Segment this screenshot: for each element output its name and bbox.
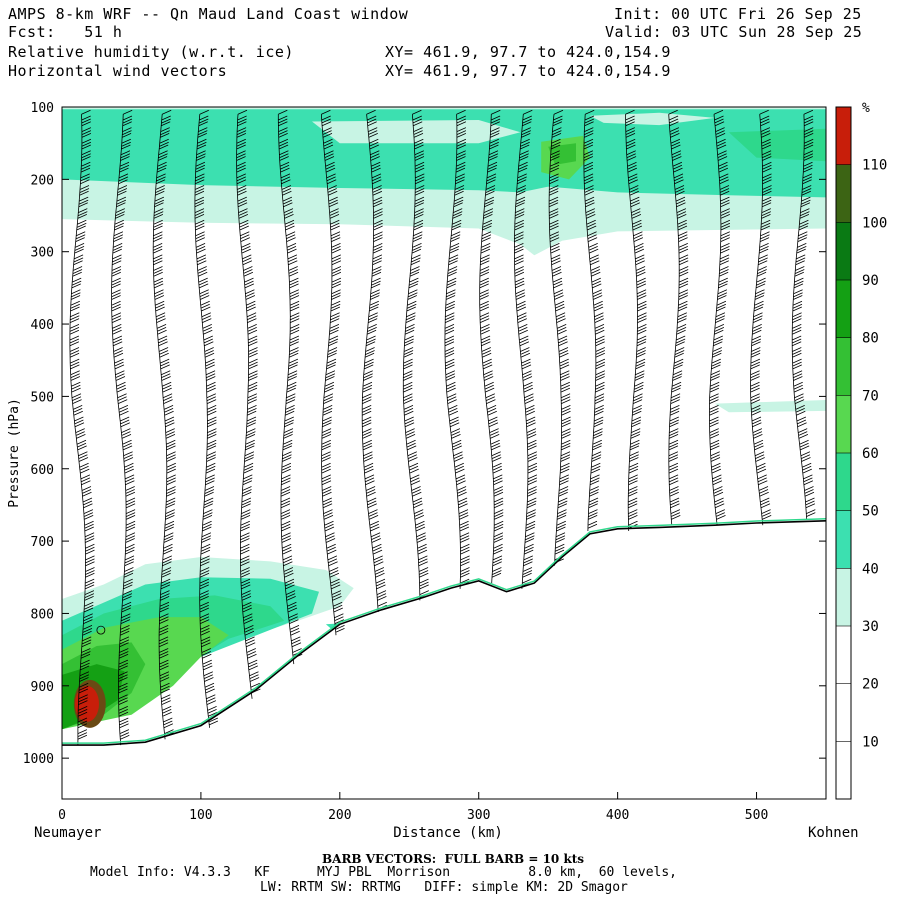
y-tick-label: 400 <box>31 318 54 333</box>
wind-barb-column <box>444 109 470 589</box>
x-tick-label: 300 <box>467 808 490 823</box>
y-tick-label: 200 <box>31 173 54 188</box>
x-tick-label: 400 <box>606 808 629 823</box>
wind-barb-column <box>583 109 606 532</box>
barb-legend: BARB VECTORS: FULL BARB = 10 kts <box>322 852 585 866</box>
wind-barb-column <box>548 109 571 566</box>
y-tick-label: 800 <box>31 607 54 622</box>
colorbar-box <box>836 395 851 453</box>
colorbar-label: 90 <box>862 273 879 289</box>
wind-barb-column <box>152 109 176 740</box>
colorbar-label: 80 <box>862 331 879 347</box>
humidity-shading <box>62 107 826 795</box>
wind-barb-column <box>514 109 538 589</box>
x-axis-label: Distance (km) <box>393 825 503 841</box>
colorbar-box <box>836 337 851 396</box>
right-location-label: Kohnen <box>808 825 859 841</box>
y-tick-label: 1000 <box>23 752 54 767</box>
y-tick-label: 700 <box>31 535 54 550</box>
rh-upper-70 <box>548 143 576 165</box>
model-info-line2: LW: RRTM SW: RRTMG DIFF: simple KM: 2D S… <box>260 880 628 895</box>
colorbar-box <box>836 568 851 626</box>
rh-upper-50 <box>728 128 826 162</box>
calm-wind-marker <box>96 625 106 635</box>
wind-barb-column <box>236 109 261 699</box>
terrain-mask <box>62 520 826 795</box>
model-info-line1: Model Info: V4.3.3 KF MYJ PBL Morrison 8… <box>90 865 677 880</box>
wind-barb-column <box>321 109 345 636</box>
x-tick-label: 200 <box>328 808 351 823</box>
forecast-hour: Fcst: 51 h <box>8 23 123 41</box>
y-tick-label: 900 <box>31 680 54 695</box>
wind-barb-column <box>361 109 387 613</box>
colorbar-box <box>836 280 851 338</box>
terrain-line <box>62 520 827 746</box>
field-label-rh: Relative humidity (w.r.t. ice) <box>8 43 294 61</box>
colorbar-label: 20 <box>862 677 879 693</box>
y-axis-label: Pressure (hPa) <box>7 398 22 508</box>
wind-barb-column <box>277 109 303 665</box>
colorbar-label: 50 <box>862 504 879 520</box>
colorbar-label: 40 <box>862 561 879 577</box>
wind-barb-column <box>194 109 219 728</box>
rh-upper-30c <box>589 112 715 126</box>
colorbar-box <box>836 107 851 165</box>
x-tick-label: 100 <box>189 808 212 823</box>
wind-barb-column <box>709 109 731 526</box>
field-label-wind: Horizontal wind vectors <box>8 62 228 80</box>
xy-coords-2: XY= 461.9, 97.7 to 424.0,154.9 <box>385 62 671 80</box>
colorbar-label: 100 <box>862 215 887 231</box>
colorbar-box <box>836 164 851 223</box>
valid-time: Valid: 03 UTC Sun 28 Sep 25 <box>605 23 863 41</box>
colorbar-box <box>836 741 851 799</box>
rh-lower-110 <box>75 685 100 722</box>
wind-barb-column <box>111 109 136 746</box>
wind-barbs <box>69 109 816 746</box>
wind-barb-column <box>668 109 689 526</box>
y-tick-label: 500 <box>31 390 54 405</box>
init-time: Init: 00 UTC Fri 26 Sep 25 <box>614 5 862 23</box>
colorbar-box <box>836 683 851 742</box>
wind-barb-column <box>69 109 95 746</box>
x-tick-label: 500 <box>745 808 768 823</box>
wind-barb-column <box>791 109 816 520</box>
wind-barb-column <box>479 109 504 584</box>
wind-barb-column <box>750 109 772 526</box>
rh-mid-30 <box>714 400 826 413</box>
colorbar-label: 60 <box>862 446 879 462</box>
chart-title: AMPS 8-km WRF -- Qn Maud Land Coast wind… <box>8 5 409 23</box>
colorbar-box <box>836 453 851 511</box>
xy-coords-1: XY= 461.9, 97.7 to 424.0,154.9 <box>385 43 671 61</box>
y-tick-label: 300 <box>31 246 54 261</box>
x-tick-label: 0 <box>58 808 66 823</box>
colorbar-label: 110 <box>862 158 887 174</box>
colorbar-box <box>836 626 851 684</box>
wind-barb-column <box>625 109 647 532</box>
rh-upper-30b <box>312 120 521 144</box>
colorbar-box <box>836 222 851 280</box>
colorbar-label: 10 <box>862 734 879 750</box>
plot-frame <box>61 106 827 800</box>
left-location-label: Neumayer <box>34 825 101 841</box>
wind-barb-column <box>402 109 429 601</box>
colorbar-label: 30 <box>862 619 879 635</box>
terrain-edge <box>62 518 826 744</box>
colorbar-box <box>836 510 851 569</box>
colorbar-unit: % <box>862 101 870 116</box>
y-tick-label: 600 <box>31 463 54 478</box>
y-tick-label: 100 <box>31 101 54 116</box>
colorbar-label: 70 <box>862 388 879 404</box>
